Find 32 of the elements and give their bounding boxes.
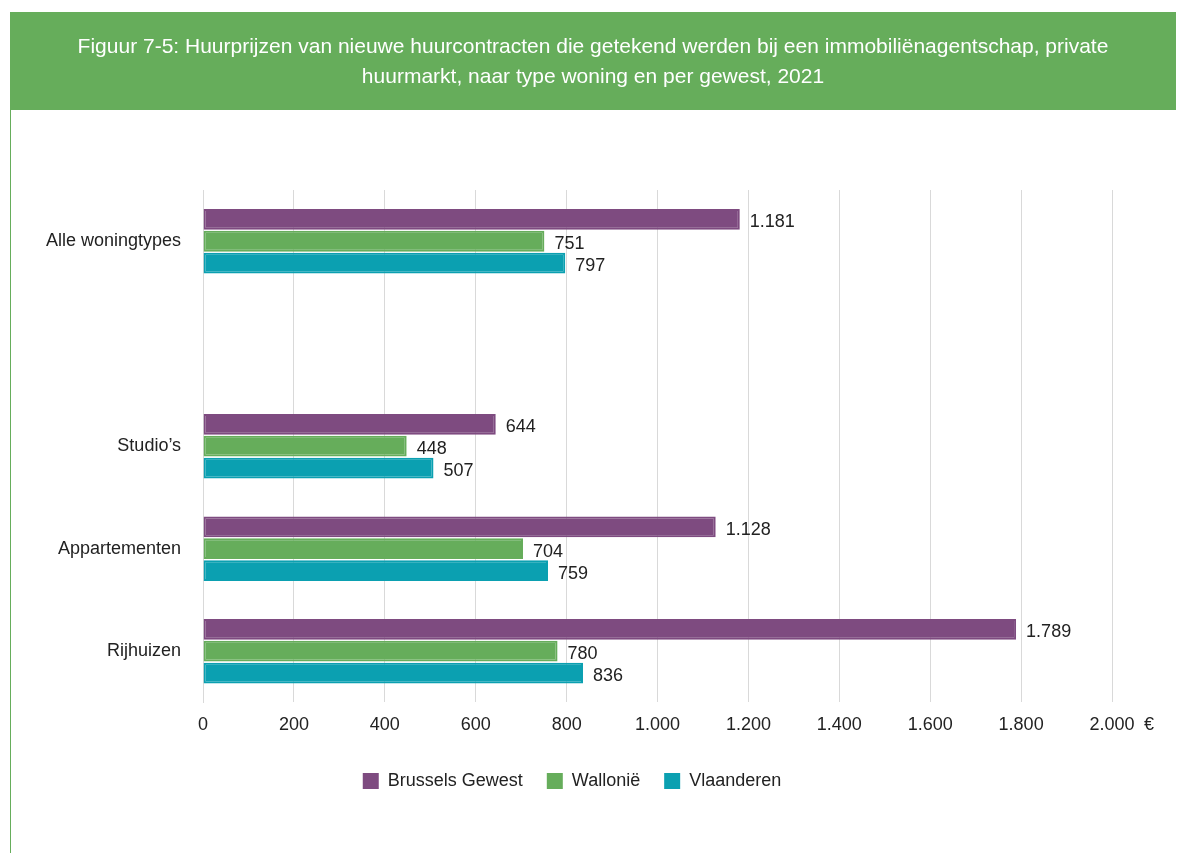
x-tick-label: 200 [278,714,309,735]
x-tick-label: 1.200 [725,714,771,735]
legend-label: Vlaanderen [689,769,782,790]
data-label: 780 [567,643,598,664]
x-tick-label: 1.000 [635,714,681,735]
x-tick-label: 1.400 [816,714,862,735]
data-label: 1.128 [725,518,771,539]
x-tick-label: 2.000 [1089,714,1135,735]
x-tick-label: 1.800 [998,714,1044,735]
data-label: 797 [575,255,606,276]
y-tick-label: Studio’s [117,435,182,456]
data-label: 448 [416,438,447,459]
y-tick-label: Rijhuizen [107,640,182,661]
legend-label: Wallonië [571,769,641,790]
x-tick-label: 1.600 [907,714,953,735]
data-label: 836 [593,664,624,685]
x-tick-label: 400 [369,714,400,735]
data-label: 1.181 [749,211,795,232]
y-tick-label: Appartementen [57,537,182,558]
data-label: 507 [443,460,474,481]
data-label: 644 [505,416,536,437]
chart-title: Figuur 7-5: Huurprijzen van nieuwe huurcontracten die getekend werden bij een immobiliënagentschap, private huurmarkt, naar type woning en per gewest, 2021 [10,12,1176,110]
x-tick-label: 600 [460,714,491,735]
x-axis-title: € [1144,714,1155,735]
y-tick-label: Alle woningtypes [45,230,182,251]
x-tick-label: 0 [198,714,209,735]
data-label: 759 [558,562,589,583]
x-tick-label: 800 [551,714,582,735]
data-label: 1.789 [1026,621,1072,642]
legend-label: Brussels Gewest [387,769,523,790]
data-label: 704 [533,540,564,561]
data-label: 751 [554,233,585,254]
